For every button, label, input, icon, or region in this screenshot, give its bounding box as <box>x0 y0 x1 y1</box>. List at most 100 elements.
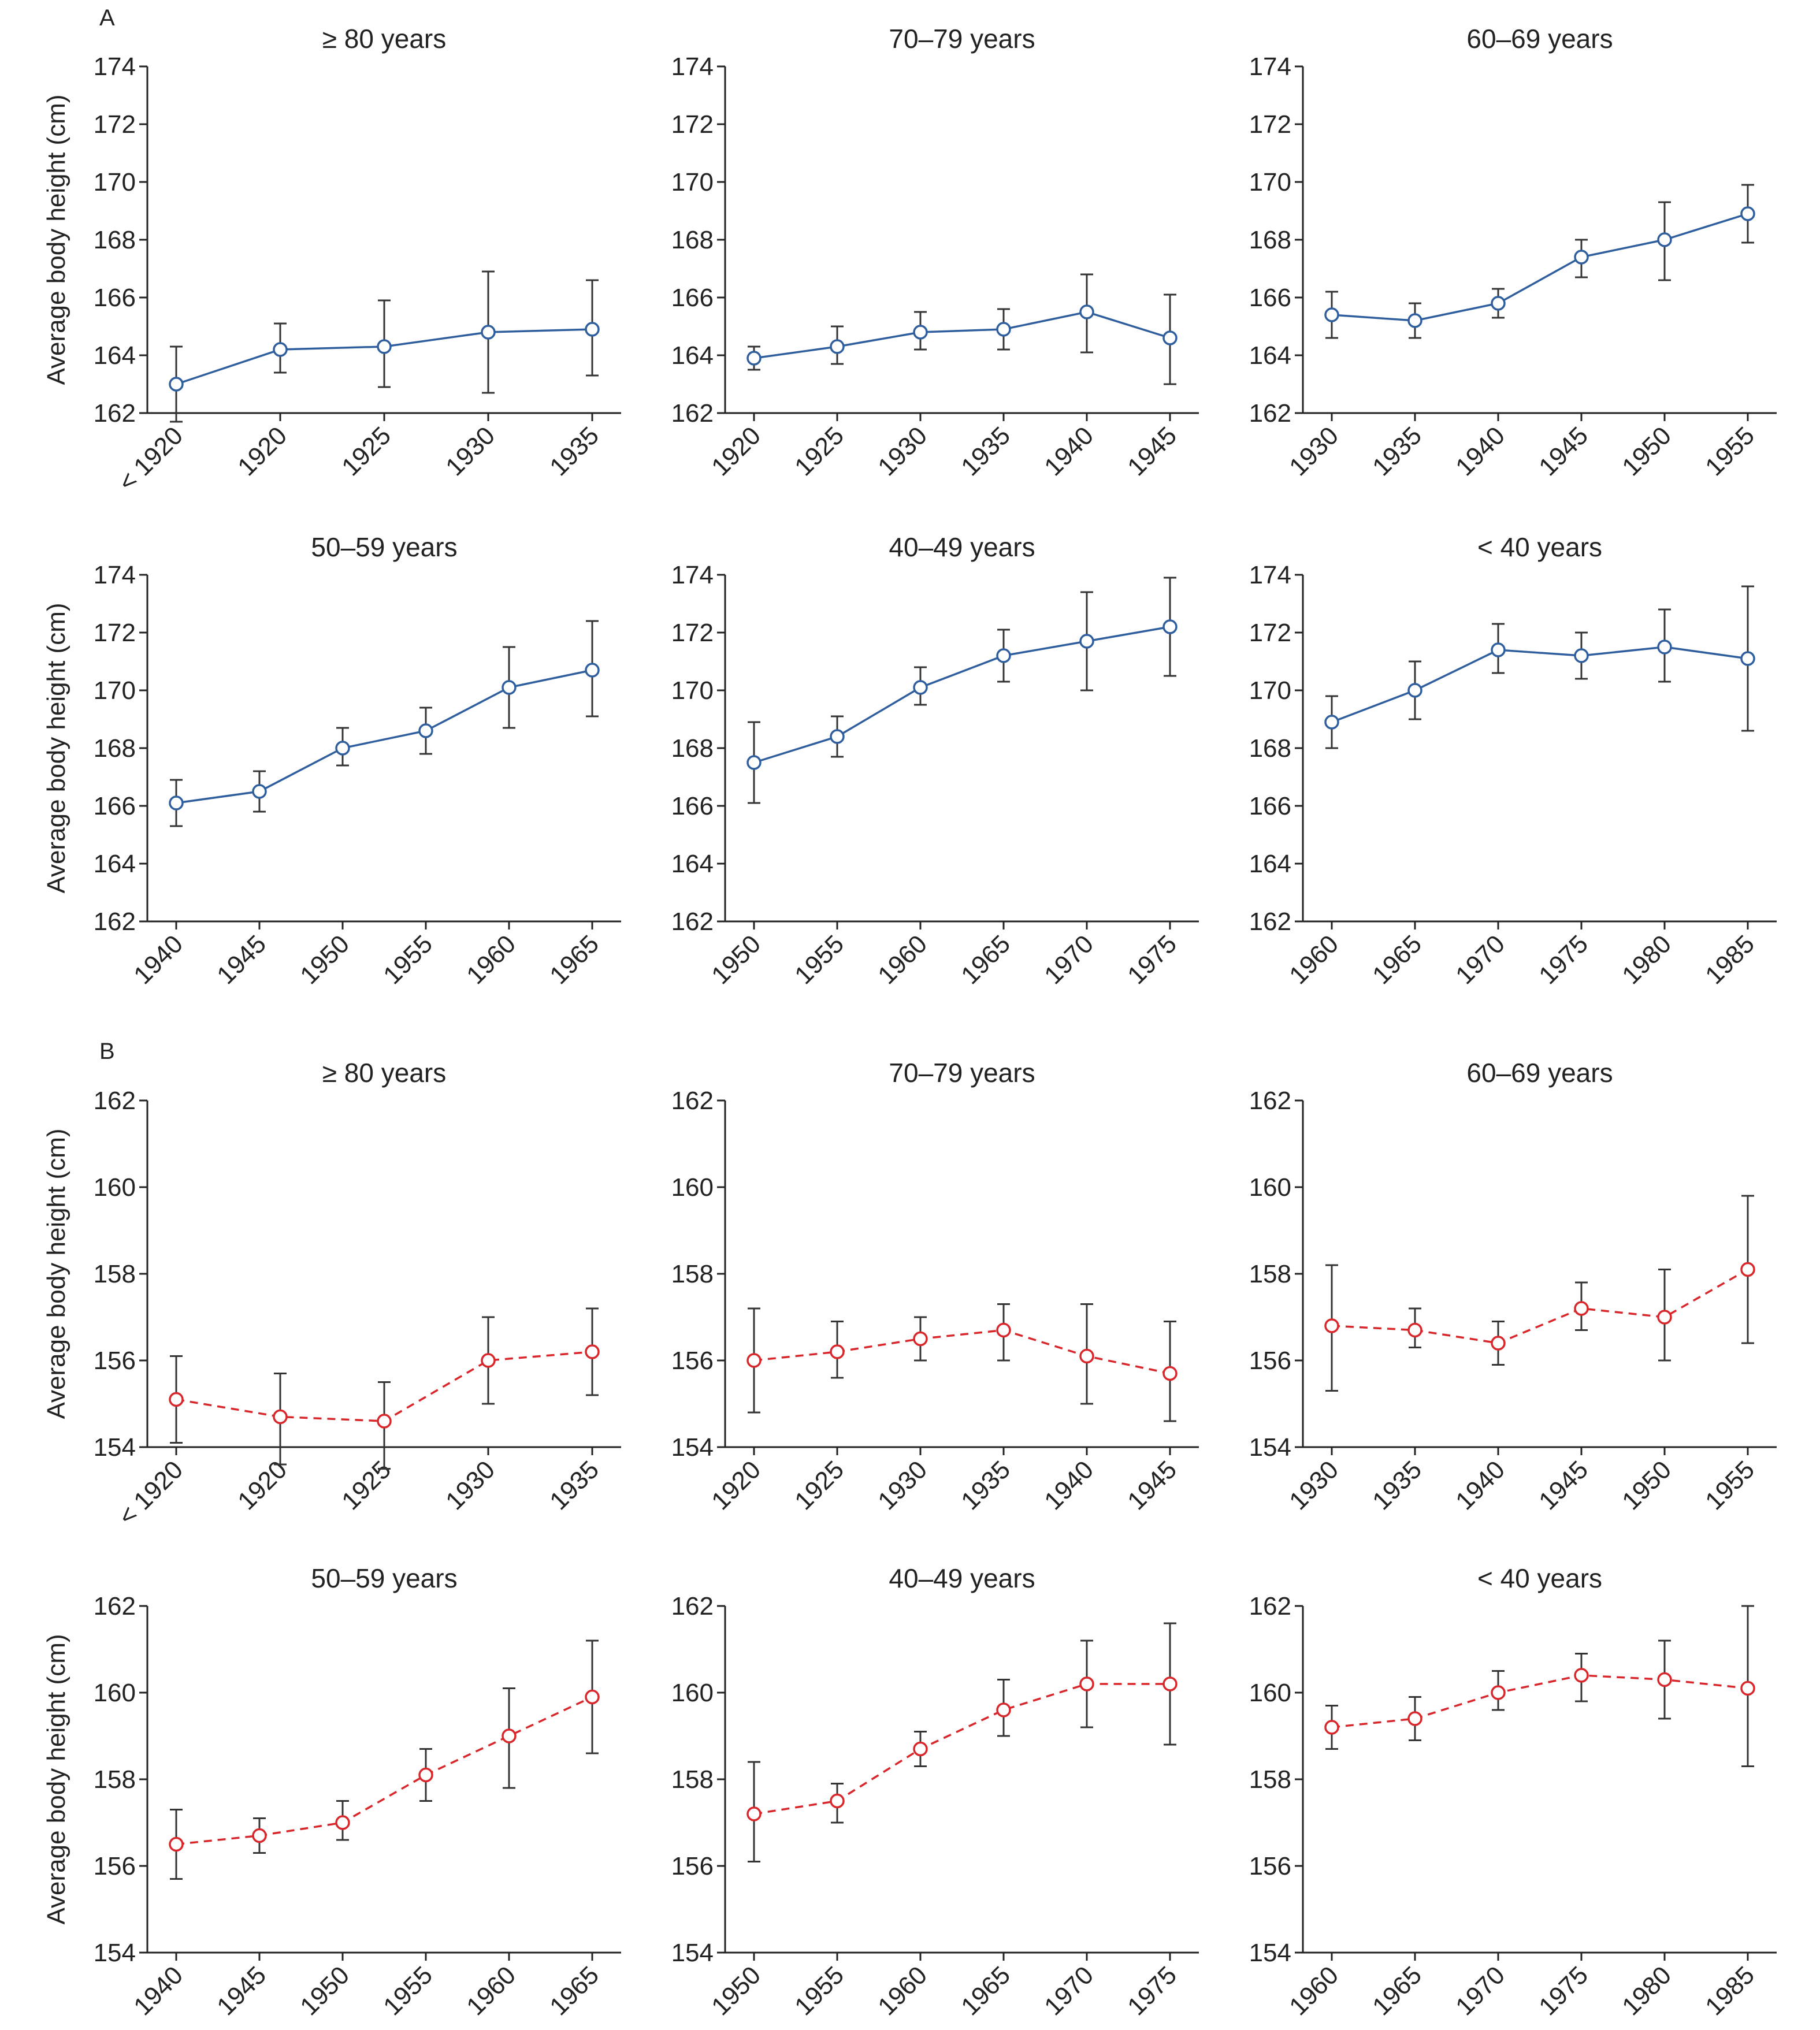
x-tick-label: 1985 <box>1700 930 1760 990</box>
x-tick-label: 1965 <box>1367 1961 1427 2021</box>
y-axis-label: Average body height (cm) <box>42 1634 70 1924</box>
x-tick-label: 1955 <box>1700 1455 1760 1515</box>
chart-title: 40–49 years <box>889 532 1035 562</box>
data-point <box>1657 1672 1672 1687</box>
x-tick-label: 1945 <box>211 930 272 990</box>
x-tick-label: 1955 <box>789 1961 849 2021</box>
data-point <box>1324 715 1339 730</box>
chart-a-6: < 40 years 162 164 166 168 170 172 174 1960 1965 1… <box>1249 532 1777 990</box>
chart-a-3: 60–69 years 162 164 166 168 170 172 174 1930 1935… <box>1249 24 1777 481</box>
y-tick-label: 168 <box>1249 226 1291 254</box>
data-point <box>996 1702 1011 1717</box>
x-tick-label: 1940 <box>1039 421 1099 481</box>
x-tick-label: 1940 <box>128 1961 188 2021</box>
data-point <box>273 1409 288 1425</box>
y-tick-label: 162 <box>1249 1592 1291 1620</box>
y-tick-label: 166 <box>1249 792 1291 820</box>
chart-b-4: 50–59 years Average body height (cm) 154 15… <box>42 1563 621 2021</box>
y-axis-label: Average body height (cm) <box>42 1128 70 1419</box>
data-point <box>502 1728 517 1743</box>
data-point <box>1574 648 1589 663</box>
x-tick-label: 1940 <box>1450 1455 1510 1515</box>
y-tick-label: 158 <box>94 1765 136 1794</box>
data-point <box>1657 640 1672 655</box>
y-tick-label: 162 <box>94 1087 136 1115</box>
x-tick-label: 1945 <box>1533 421 1594 481</box>
data-point <box>1491 1685 1506 1700</box>
y-tick-label: 168 <box>671 734 714 763</box>
data-point <box>1162 1366 1178 1381</box>
data-point <box>585 663 600 678</box>
y-tick-label: 160 <box>1249 1679 1291 1707</box>
y-axis-label: Average body height (cm) <box>42 603 70 893</box>
data-point <box>481 1353 496 1368</box>
x-tick-label: 1950 <box>706 930 766 990</box>
y-tick-label: 162 <box>94 1592 136 1620</box>
y-tick-label: 168 <box>94 226 136 254</box>
x-tick-label: 1930 <box>1284 1455 1344 1515</box>
x-tick-label: < 1920 <box>113 421 188 497</box>
data-point <box>169 377 184 392</box>
chart-title: < 40 years <box>1477 1563 1602 1593</box>
x-tick-label: 1920 <box>706 1455 766 1515</box>
data-point <box>1574 250 1589 265</box>
x-tick-label: 1935 <box>544 1455 604 1515</box>
y-tick-label: 162 <box>671 908 714 936</box>
data-point <box>418 723 433 738</box>
y-tick-label: 172 <box>94 110 136 139</box>
x-tick-label: 1975 <box>1533 1961 1594 2021</box>
y-tick-label: 168 <box>671 226 714 254</box>
data-point <box>169 1392 184 1407</box>
chart-title: ≥ 80 years <box>322 1058 446 1088</box>
y-tick-label: 168 <box>1249 734 1291 763</box>
y-tick-label: 174 <box>1249 53 1291 81</box>
x-tick-label: 1970 <box>1450 930 1510 990</box>
data-point <box>1740 206 1755 221</box>
x-tick-label: 1970 <box>1039 1961 1099 2021</box>
x-tick-label: 1920 <box>706 421 766 481</box>
series-line <box>1331 646 1748 723</box>
chart-a-5: 40–49 years 162 164 166 168 170 172 174 1950 1955… <box>671 532 1199 990</box>
y-tick-label: 154 <box>1249 1433 1291 1462</box>
y-tick-label: 154 <box>94 1433 136 1462</box>
data-point <box>746 1353 762 1368</box>
panel-letter-b: B <box>99 1039 115 1064</box>
series-line <box>753 1329 1171 1375</box>
data-point <box>1657 232 1672 247</box>
data-point <box>1407 683 1422 698</box>
x-tick-label: 1960 <box>872 1961 933 2021</box>
chart-title: 60–69 years <box>1466 24 1613 54</box>
data-point <box>830 729 845 744</box>
data-point <box>996 648 1011 663</box>
data-point <box>1162 1676 1178 1691</box>
y-tick-label: 170 <box>671 168 714 196</box>
y-axis-label: Average body height (cm) <box>42 94 70 385</box>
series-line <box>753 311 1171 359</box>
data-point <box>996 1322 1011 1338</box>
panel-letter-a: A <box>99 5 115 31</box>
x-tick-label: 1980 <box>1617 930 1677 990</box>
chart-a-2: 70–79 years 162 164 166 168 170 172 174 1920 1925… <box>671 24 1199 481</box>
x-tick-label: 1930 <box>872 1455 933 1515</box>
data-point <box>252 784 267 799</box>
y-tick-label: 172 <box>1249 110 1291 139</box>
y-tick-label: 156 <box>1249 1347 1291 1375</box>
x-tick-label: 1950 <box>1617 421 1677 481</box>
series-line <box>1331 1268 1748 1344</box>
x-tick-label: 1930 <box>872 421 933 481</box>
x-tick-label: 1935 <box>544 421 604 481</box>
y-tick-label: 172 <box>671 619 714 647</box>
x-tick-label: 1950 <box>1617 1455 1677 1515</box>
data-point <box>1079 304 1094 319</box>
data-point <box>1491 1336 1506 1351</box>
x-tick-label: 1940 <box>1039 1455 1099 1515</box>
y-tick-label: 162 <box>1249 399 1291 427</box>
y-tick-label: 170 <box>1249 676 1291 705</box>
data-point <box>481 325 496 340</box>
x-tick-label: 1935 <box>956 1455 1016 1515</box>
x-tick-label: 1930 <box>1284 421 1344 481</box>
x-tick-label: 1970 <box>1039 930 1099 990</box>
data-point <box>1574 1301 1589 1316</box>
x-tick-label: 1960 <box>872 930 933 990</box>
y-tick-label: 164 <box>1249 341 1291 370</box>
